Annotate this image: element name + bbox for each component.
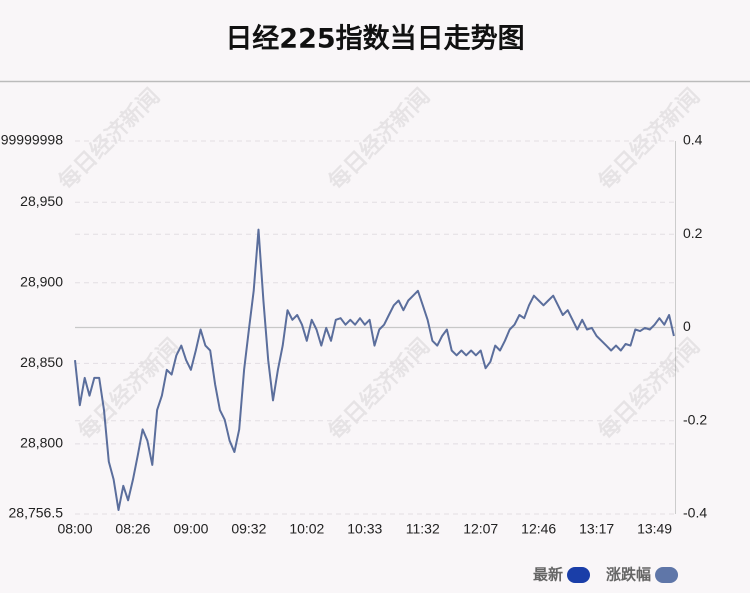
x-tick-label: 13:49 <box>637 521 672 537</box>
x-tick-label: 10:02 <box>289 521 324 537</box>
x-tick-label: 12:07 <box>463 521 498 537</box>
price-line <box>74 228 675 511</box>
y2-tick-label: 0 <box>683 318 691 334</box>
x-tick-label: 08:00 <box>57 521 92 537</box>
x-tick-label: 08:26 <box>115 521 150 537</box>
y-tick-label: 28,800 <box>20 435 63 451</box>
y-tick-label: 28,987.9999999998 <box>0 132 63 148</box>
y2-tick-label: -0.2 <box>683 411 707 427</box>
watermark: 每日经济新闻 <box>323 333 435 445</box>
chart-title: 日经225指数当日走势图 <box>225 23 524 55</box>
y-tick-label: 28,756.5 <box>9 505 64 521</box>
legend-swatch <box>567 567 591 583</box>
y2-tick-label: 0.2 <box>683 225 703 241</box>
x-tick-label: 11:32 <box>406 521 440 537</box>
legend-label: 涨跌幅 <box>606 566 651 584</box>
x-tick-label: 12:46 <box>521 521 556 537</box>
y-tick-label: 28,900 <box>20 273 63 289</box>
watermark: 每日经济新闻 <box>323 83 435 195</box>
y-tick-label: 28,850 <box>20 354 63 370</box>
legend-swatch <box>655 567 679 583</box>
x-tick-label: 10:33 <box>347 521 382 537</box>
legend-label: 最新 <box>533 566 563 584</box>
x-tick-label: 09:00 <box>173 521 208 537</box>
y2-tick-label: 0.4 <box>683 132 703 148</box>
y-tick-label: 28,950 <box>20 193 63 209</box>
y2-tick-label: -0.4 <box>683 505 707 521</box>
x-tick-label: 13:17 <box>579 521 614 537</box>
watermark: 每日经济新闻 <box>53 83 165 195</box>
x-tick-label: 09:32 <box>231 521 266 537</box>
